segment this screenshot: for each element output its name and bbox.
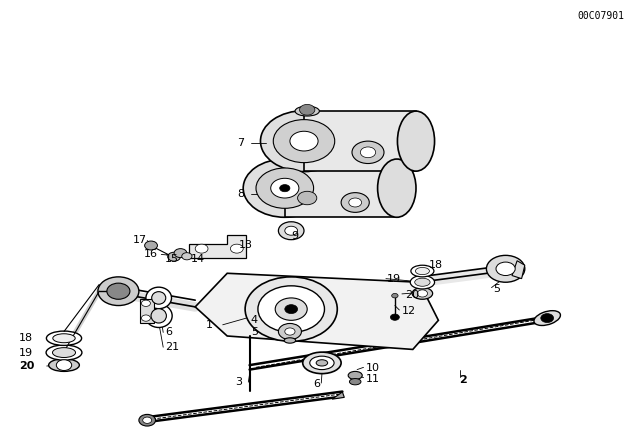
Circle shape (243, 159, 326, 217)
Polygon shape (189, 235, 246, 258)
Ellipse shape (46, 331, 82, 345)
Ellipse shape (415, 278, 430, 286)
Text: 6: 6 (165, 327, 172, 337)
Ellipse shape (52, 348, 76, 358)
Circle shape (107, 283, 130, 299)
Bar (285, 159, 397, 217)
Ellipse shape (146, 287, 172, 309)
Circle shape (285, 328, 295, 335)
Text: 14: 14 (191, 254, 205, 264)
Text: 8: 8 (237, 189, 244, 198)
Circle shape (341, 193, 369, 212)
Ellipse shape (295, 106, 319, 116)
Circle shape (168, 252, 180, 261)
Circle shape (486, 255, 525, 282)
Text: 17: 17 (133, 235, 147, 245)
Circle shape (98, 277, 139, 306)
Ellipse shape (46, 345, 82, 360)
Ellipse shape (316, 360, 328, 366)
Ellipse shape (378, 159, 416, 217)
Ellipse shape (303, 352, 341, 374)
Circle shape (245, 277, 337, 341)
Circle shape (392, 293, 398, 298)
Text: 5: 5 (493, 284, 500, 294)
Circle shape (278, 323, 301, 340)
Text: 1: 1 (206, 320, 213, 330)
Circle shape (230, 244, 243, 253)
Circle shape (56, 360, 72, 370)
Ellipse shape (145, 304, 172, 327)
Ellipse shape (310, 356, 334, 370)
Polygon shape (195, 273, 438, 349)
Circle shape (390, 314, 399, 320)
Text: 19: 19 (387, 274, 401, 284)
Circle shape (541, 314, 554, 323)
Bar (304, 111, 416, 171)
Circle shape (280, 185, 290, 192)
Circle shape (496, 262, 515, 276)
Ellipse shape (415, 267, 429, 275)
Text: 00C07901: 00C07901 (577, 11, 624, 21)
Bar (140, 299, 154, 323)
Text: 7: 7 (237, 138, 244, 148)
Polygon shape (332, 392, 344, 399)
Text: 6: 6 (314, 379, 321, 389)
Text: 18: 18 (429, 260, 443, 270)
Circle shape (349, 198, 362, 207)
Text: 2: 2 (460, 375, 467, 385)
Ellipse shape (397, 111, 435, 171)
Circle shape (352, 141, 384, 164)
Circle shape (285, 305, 298, 314)
Circle shape (275, 298, 307, 320)
Circle shape (195, 244, 208, 253)
Polygon shape (512, 261, 525, 279)
Circle shape (141, 315, 150, 321)
Ellipse shape (348, 371, 362, 379)
Circle shape (145, 241, 157, 250)
Circle shape (141, 300, 150, 306)
Text: 11: 11 (366, 374, 380, 383)
Circle shape (143, 417, 152, 423)
Circle shape (256, 168, 314, 208)
Ellipse shape (151, 309, 166, 323)
Circle shape (417, 290, 428, 297)
Ellipse shape (152, 292, 166, 304)
Text: 21: 21 (165, 342, 179, 352)
Circle shape (273, 120, 335, 163)
Circle shape (182, 253, 192, 260)
Circle shape (285, 226, 298, 235)
Ellipse shape (349, 379, 361, 385)
Text: 4: 4 (251, 315, 258, 325)
Text: 13: 13 (239, 240, 253, 250)
Circle shape (278, 222, 304, 240)
Ellipse shape (410, 276, 435, 289)
Text: 12: 12 (402, 306, 416, 316)
Circle shape (260, 111, 348, 172)
Circle shape (271, 178, 299, 198)
Circle shape (360, 147, 376, 158)
Text: 19: 19 (19, 348, 33, 358)
Ellipse shape (49, 359, 79, 371)
Circle shape (174, 249, 187, 258)
Text: 10: 10 (366, 363, 380, 373)
Text: 16: 16 (144, 250, 158, 259)
Ellipse shape (412, 288, 433, 299)
Text: 3: 3 (236, 377, 243, 387)
Text: 20: 20 (405, 290, 419, 300)
Ellipse shape (534, 310, 561, 326)
Text: 5: 5 (251, 327, 258, 337)
Ellipse shape (411, 265, 434, 277)
Circle shape (290, 131, 318, 151)
Text: 18: 18 (19, 333, 33, 343)
Ellipse shape (284, 338, 296, 343)
Text: 20: 20 (19, 361, 35, 371)
Circle shape (258, 286, 324, 332)
Text: 9: 9 (291, 231, 298, 241)
Circle shape (139, 414, 156, 426)
Text: 15: 15 (165, 254, 179, 264)
Circle shape (298, 191, 317, 205)
Ellipse shape (52, 334, 76, 343)
Circle shape (300, 104, 315, 115)
